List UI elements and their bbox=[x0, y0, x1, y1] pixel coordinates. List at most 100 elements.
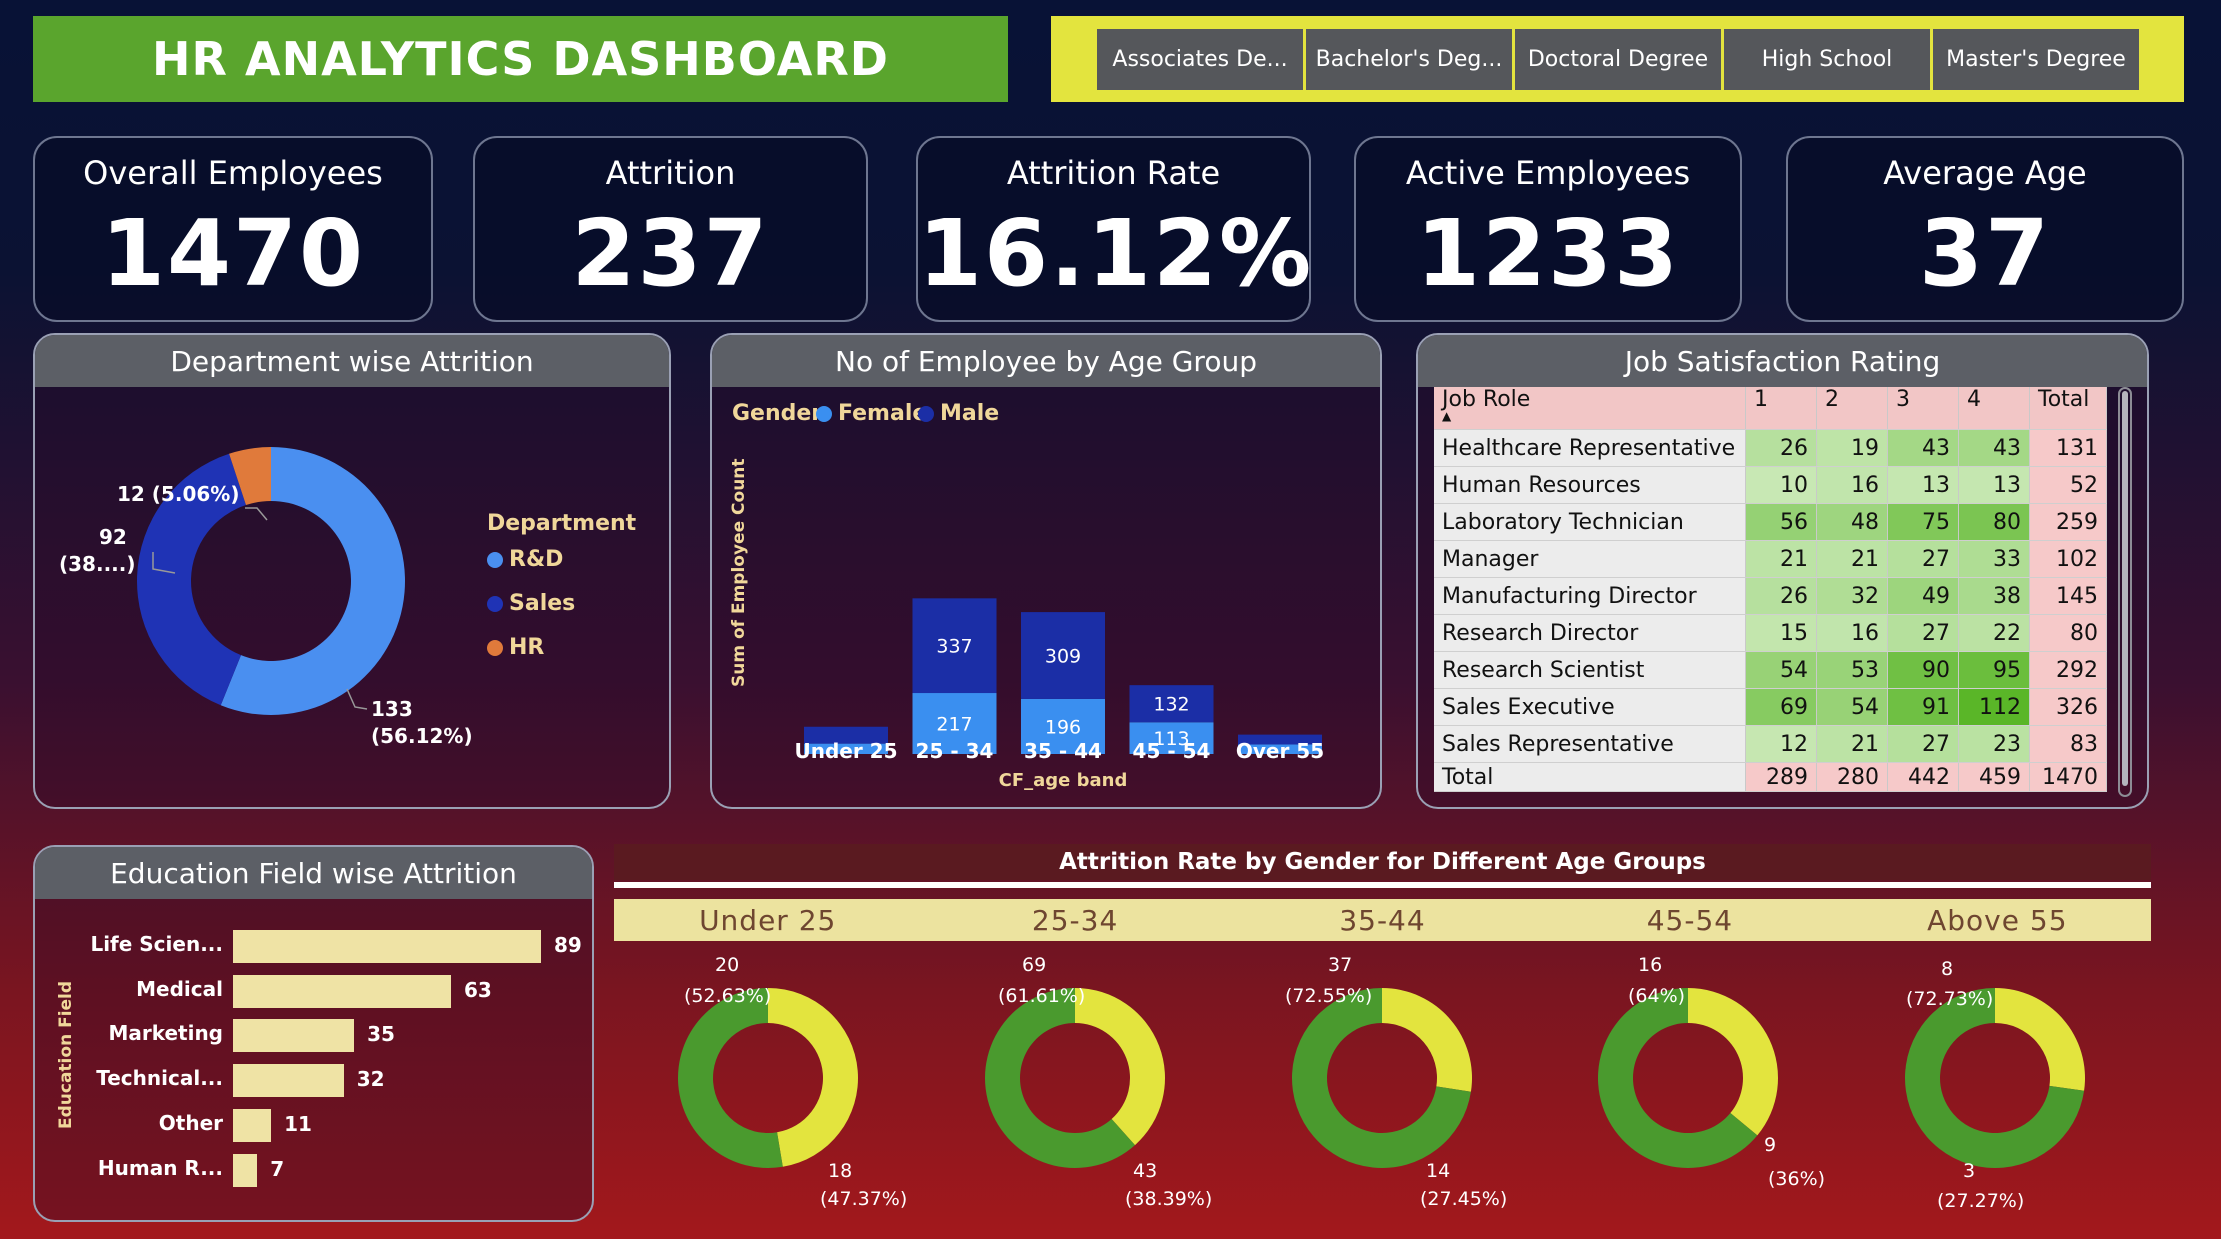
leader-line bbox=[346, 688, 368, 710]
slicer-doctoral[interactable]: Doctoral Degree bbox=[1515, 28, 1721, 90]
edu-bar[interactable] bbox=[233, 930, 541, 963]
donut-data-label: (36%) bbox=[1768, 1168, 1825, 1190]
bar-female[interactable] bbox=[1021, 698, 1105, 754]
cell-rating: 26 bbox=[1745, 429, 1817, 467]
bar-male[interactable] bbox=[804, 726, 888, 744]
edu-bar[interactable] bbox=[233, 1019, 355, 1053]
donut-slice-first[interactable] bbox=[1292, 988, 1471, 1168]
table-row[interactable]: Healthcare Representative 26 19 43 43 131 bbox=[1434, 429, 2107, 467]
table-row[interactable]: Laboratory Technician 56 48 75 80 259 bbox=[1434, 503, 2107, 541]
header-rating-2[interactable]: 2 bbox=[1816, 387, 1888, 430]
table-row[interactable]: Human Resources 10 16 13 13 52 bbox=[1434, 466, 2107, 504]
donut-data-label: 3 bbox=[1963, 1160, 1975, 1182]
header-rating-3[interactable]: 3 bbox=[1887, 387, 1959, 430]
cell-rating: 90 bbox=[1887, 651, 1959, 689]
donut-slice-first[interactable] bbox=[1598, 988, 1758, 1168]
edu-category-label: Life Scien... bbox=[90, 932, 223, 956]
education-attrition-panel: Education Field wise Attrition Education… bbox=[33, 845, 594, 1222]
x-tick-label: 45 - 54 bbox=[1133, 739, 1211, 763]
donut-slice-second[interactable] bbox=[1075, 988, 1165, 1146]
donut-slice-second[interactable] bbox=[1995, 988, 2085, 1091]
edu-bar[interactable] bbox=[233, 974, 452, 1008]
table-row[interactable]: Manager 21 21 27 33 102 bbox=[1434, 540, 2107, 578]
edu-bar[interactable] bbox=[233, 1153, 258, 1187]
cell-total: 52 bbox=[2029, 466, 2107, 504]
bar-female[interactable] bbox=[1238, 744, 1322, 754]
donut-data-label: 14 bbox=[1426, 1160, 1450, 1182]
cell-rating: 75 bbox=[1887, 503, 1959, 541]
dept-slice-sales[interactable] bbox=[137, 453, 246, 706]
table-row[interactable]: Sales Representative 12 21 27 23 83 bbox=[1434, 725, 2107, 763]
bar-male[interactable] bbox=[1238, 734, 1322, 745]
table-row[interactable]: Research Scientist 54 53 90 95 292 bbox=[1434, 651, 2107, 689]
cell-total-label: Total bbox=[1434, 762, 1746, 792]
age-header-35-44: 35-44 bbox=[1339, 903, 1426, 937]
donut-data-label: 20 bbox=[715, 954, 739, 976]
gender-age-title: Attrition Rate by Gender for Different A… bbox=[614, 844, 2151, 880]
scrollbar-thumb[interactable] bbox=[2122, 391, 2128, 786]
header-rating-4[interactable]: 4 bbox=[1958, 387, 2030, 430]
kpi-average-age: Average Age 37 bbox=[1786, 136, 2184, 322]
kpi-value: 237 bbox=[571, 200, 770, 307]
dept-label-rd-count: 133 bbox=[371, 697, 413, 721]
leader-line bbox=[152, 552, 176, 574]
legend-swatch bbox=[487, 639, 503, 656]
bar-male[interactable] bbox=[1021, 612, 1105, 699]
dept-slice-rd[interactable] bbox=[220, 447, 405, 715]
y-axis-label: Sum of Employee Count bbox=[729, 458, 749, 687]
dept-slice-hr[interactable] bbox=[229, 447, 271, 506]
bar-female[interactable] bbox=[1129, 722, 1214, 754]
data-label-male: 132 bbox=[1153, 694, 1189, 716]
legend-label: Sales bbox=[509, 591, 576, 616]
table-row[interactable]: Manufacturing Director 26 32 49 38 145 bbox=[1434, 577, 2107, 615]
edu-value-label: 11 bbox=[284, 1111, 312, 1136]
kpi-overall-employees: Overall Employees 1470 bbox=[33, 136, 433, 322]
donut-data-label: (27.45%) bbox=[1420, 1188, 1507, 1210]
edu-bar[interactable] bbox=[233, 1064, 344, 1098]
cell-job-role: Human Resources bbox=[1434, 466, 1746, 504]
cell-rating: 16 bbox=[1816, 614, 1888, 652]
edu-category-label: Medical bbox=[136, 976, 223, 1001]
donut-data-label: (61.61%) bbox=[998, 985, 1085, 1007]
header-total[interactable]: Total bbox=[2029, 387, 2107, 430]
table-row[interactable]: Research Director 15 16 27 22 80 bbox=[1434, 614, 2107, 652]
kpi-attrition: Attrition 237 bbox=[473, 136, 868, 322]
education-slicer: Associates De... Bachelor's Deg... Docto… bbox=[1051, 16, 2184, 102]
header-rating-1[interactable]: 1 bbox=[1745, 387, 1817, 430]
donut-slice-first[interactable] bbox=[985, 988, 1135, 1168]
slicer-associates[interactable]: Associates De... bbox=[1097, 28, 1303, 90]
slicer-bachelors[interactable]: Bachelor's Deg... bbox=[1306, 28, 1512, 90]
bar-male[interactable] bbox=[1129, 685, 1214, 723]
edu-value-label: 89 bbox=[554, 933, 582, 957]
cell-rating: 23 bbox=[1958, 725, 2030, 763]
donut-slice-second[interactable] bbox=[768, 988, 859, 1167]
slicer-high-school[interactable]: High School bbox=[1724, 28, 1930, 90]
cell-total-value: 1470 bbox=[2029, 762, 2107, 792]
job-satisfaction-table-wrap: Job Role ▲ 1 2 3 4 Total Healthcare Repre… bbox=[1434, 387, 2107, 792]
header-job-role[interactable]: Job Role ▲ bbox=[1434, 387, 1746, 430]
cell-rating: 10 bbox=[1745, 466, 1817, 504]
cell-rating: 53 bbox=[1816, 651, 1888, 689]
age-header-25-34: 25-34 bbox=[1031, 903, 1119, 937]
table-scrollbar[interactable] bbox=[2118, 387, 2132, 797]
cell-total: 80 bbox=[2029, 614, 2107, 652]
donut-data-label: 8 bbox=[1941, 958, 1953, 980]
edu-bar[interactable] bbox=[233, 1108, 272, 1142]
gender-age-donuts: 20 (52.63%) 18 (47.37%) 69 (61.61%) 43 (38.39%)… bbox=[678, 954, 2085, 1212]
cell-rating: 95 bbox=[1958, 651, 2030, 689]
slicer-masters[interactable]: Master's Degree bbox=[1933, 28, 2139, 90]
table-row[interactable]: Sales Executive 69 54 91 112 326 bbox=[1434, 688, 2107, 726]
kpi-value: 1470 bbox=[100, 200, 366, 307]
bar-female[interactable] bbox=[804, 743, 888, 754]
bar-male[interactable] bbox=[912, 598, 997, 694]
cell-rating: 27 bbox=[1887, 540, 1959, 578]
donut-slice-first[interactable] bbox=[678, 988, 783, 1168]
cell-rating: 12 bbox=[1745, 725, 1817, 763]
kpi-label: Attrition Rate bbox=[1006, 154, 1221, 192]
donut-slice-second[interactable] bbox=[1382, 988, 1472, 1092]
bar-female[interactable] bbox=[912, 693, 997, 754]
donut-slice-first[interactable] bbox=[1905, 988, 2085, 1168]
donut-slice-second[interactable] bbox=[1688, 988, 1778, 1136]
divider bbox=[614, 882, 2151, 888]
legend-label: Male bbox=[940, 401, 1000, 426]
